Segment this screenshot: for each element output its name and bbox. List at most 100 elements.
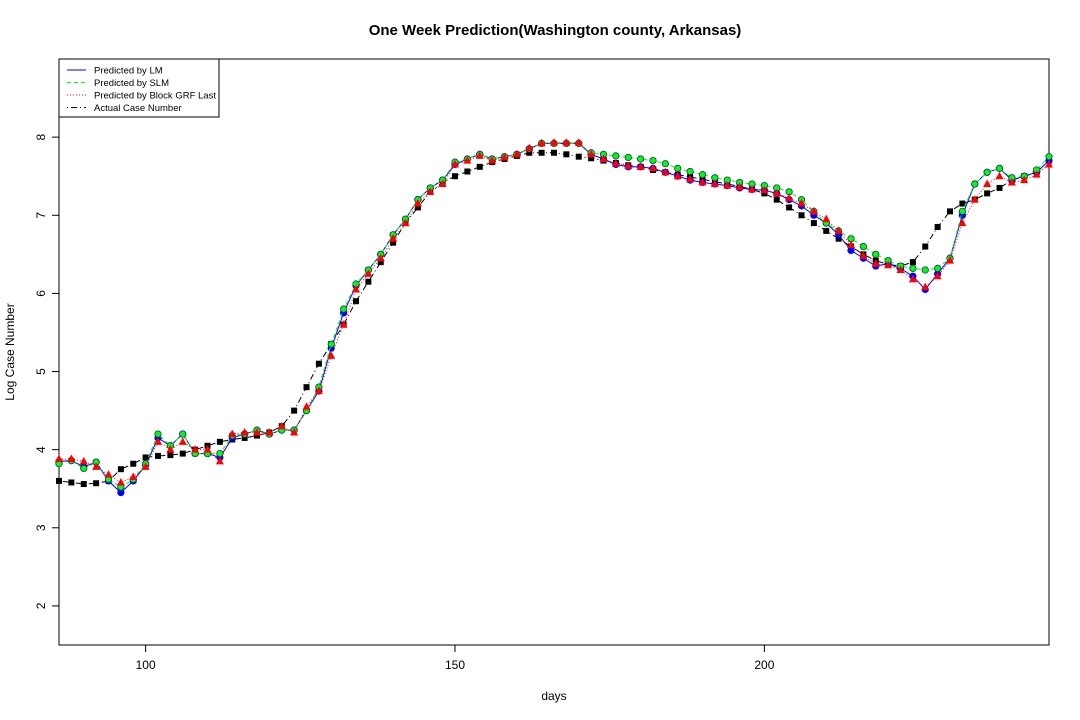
- slm-diamond: [971, 181, 978, 188]
- slm-diamond: [934, 265, 941, 272]
- block-grf-point: [525, 143, 534, 152]
- y-tick-label: 3: [34, 524, 48, 531]
- actual-point: [798, 212, 805, 219]
- x-tick-label: 100: [136, 658, 156, 672]
- block-grf-point: [661, 167, 670, 176]
- block-grf-point: [871, 259, 880, 267]
- actual-point: [464, 168, 471, 175]
- actual-point: [414, 204, 421, 211]
- block-grf-point: [451, 159, 459, 168]
- block-grf-point: [203, 445, 212, 453]
- block-grf-point: [636, 162, 645, 170]
- actual-point: [56, 477, 62, 484]
- series-line: [58, 142, 1050, 494]
- block-grf-point: [624, 161, 633, 170]
- block-grf-point: [983, 179, 992, 188]
- block-grf-point: [710, 179, 719, 188]
- block-grf-point: [859, 251, 868, 259]
- chart-title: One Week Prediction(Washington county, A…: [369, 22, 742, 39]
- slm-diamond: [637, 156, 644, 163]
- slm-diamond: [353, 281, 359, 288]
- block-grf-point: [215, 456, 224, 465]
- slm-diamond: [216, 450, 223, 457]
- actual-point: [365, 278, 372, 285]
- block-grf-point: [1032, 170, 1041, 178]
- series-line: [59, 142, 1050, 484]
- slm-diamond: [749, 181, 755, 188]
- actual-point: [934, 223, 941, 230]
- actual-point: [922, 243, 929, 250]
- block-grf-point: [67, 454, 76, 463]
- actual-point: [588, 155, 595, 162]
- block-grf-point: [970, 195, 979, 203]
- y-tick-label: 5: [34, 368, 48, 375]
- block-grf-point: [686, 174, 695, 183]
- actual-point: [773, 196, 780, 203]
- block-grf-point: [277, 421, 286, 430]
- block-grf-point: [537, 138, 546, 147]
- block-grf-point: [785, 193, 794, 202]
- block-grf-point: [896, 265, 905, 273]
- actual-point: [551, 149, 557, 156]
- series-actual-case-number: [56, 149, 1052, 488]
- series-predicted-by-slm: [55, 139, 1053, 491]
- actual-point: [909, 259, 916, 266]
- block-grf-point: [178, 437, 187, 445]
- block-grf-point: [735, 182, 744, 191]
- actual-point: [823, 227, 830, 234]
- actual-point: [377, 259, 384, 266]
- block-grf-point: [512, 149, 521, 158]
- slm-diamond: [328, 341, 335, 348]
- block-grf-point: [760, 185, 769, 194]
- block-grf-point: [562, 138, 571, 146]
- block-grf-point: [797, 199, 806, 207]
- slm-diamond: [736, 179, 743, 186]
- block-grf-point: [822, 214, 831, 223]
- legend-box: [58, 58, 220, 118]
- actual-point: [167, 452, 174, 459]
- series-line: [58, 142, 1050, 488]
- block-grf-point: [933, 271, 942, 280]
- slm-diamond: [1008, 174, 1015, 181]
- actual-point: [68, 479, 75, 486]
- legend-label: Predicted by LM: [94, 66, 163, 77]
- block-grf-point: [426, 187, 435, 195]
- actual-point: [155, 452, 161, 459]
- block-grf-point: [401, 218, 410, 227]
- slm-diamond: [340, 306, 347, 313]
- block-grf-point: [154, 437, 162, 445]
- y-axis: 2 3 4 5 6 7 8: [34, 133, 59, 609]
- x-tick-label: 150: [445, 658, 465, 672]
- block-grf-point: [958, 218, 967, 227]
- block-grf-point: [339, 320, 348, 328]
- actual-point: [93, 480, 100, 487]
- block-grf-point: [574, 138, 583, 146]
- slm-diamond: [687, 168, 694, 175]
- slm-diamond: [773, 184, 780, 191]
- actual-point: [984, 190, 991, 197]
- actual-point: [241, 434, 248, 441]
- slm-diamond: [117, 484, 124, 491]
- slm-diamond: [155, 431, 161, 438]
- slm-diamond: [996, 165, 1003, 172]
- block-grf-point: [921, 282, 930, 291]
- slm-diamond: [711, 174, 718, 181]
- series-layer: [55, 138, 1053, 497]
- block-grf-point: [1007, 177, 1016, 186]
- actual-point: [80, 481, 87, 488]
- actual-point: [526, 149, 533, 156]
- block-grf-point: [265, 427, 274, 436]
- slm-diamond: [786, 188, 793, 195]
- actual-point: [947, 208, 953, 215]
- block-grf-point: [908, 274, 917, 283]
- slm-diamond: [699, 171, 706, 178]
- slm-diamond: [724, 177, 731, 184]
- lm-point: [117, 489, 125, 497]
- block-grf-point: [413, 199, 422, 207]
- actual-point: [996, 184, 1003, 191]
- block-grf-point: [698, 177, 707, 186]
- block-grf-point: [847, 240, 855, 248]
- slm-diamond: [625, 154, 632, 161]
